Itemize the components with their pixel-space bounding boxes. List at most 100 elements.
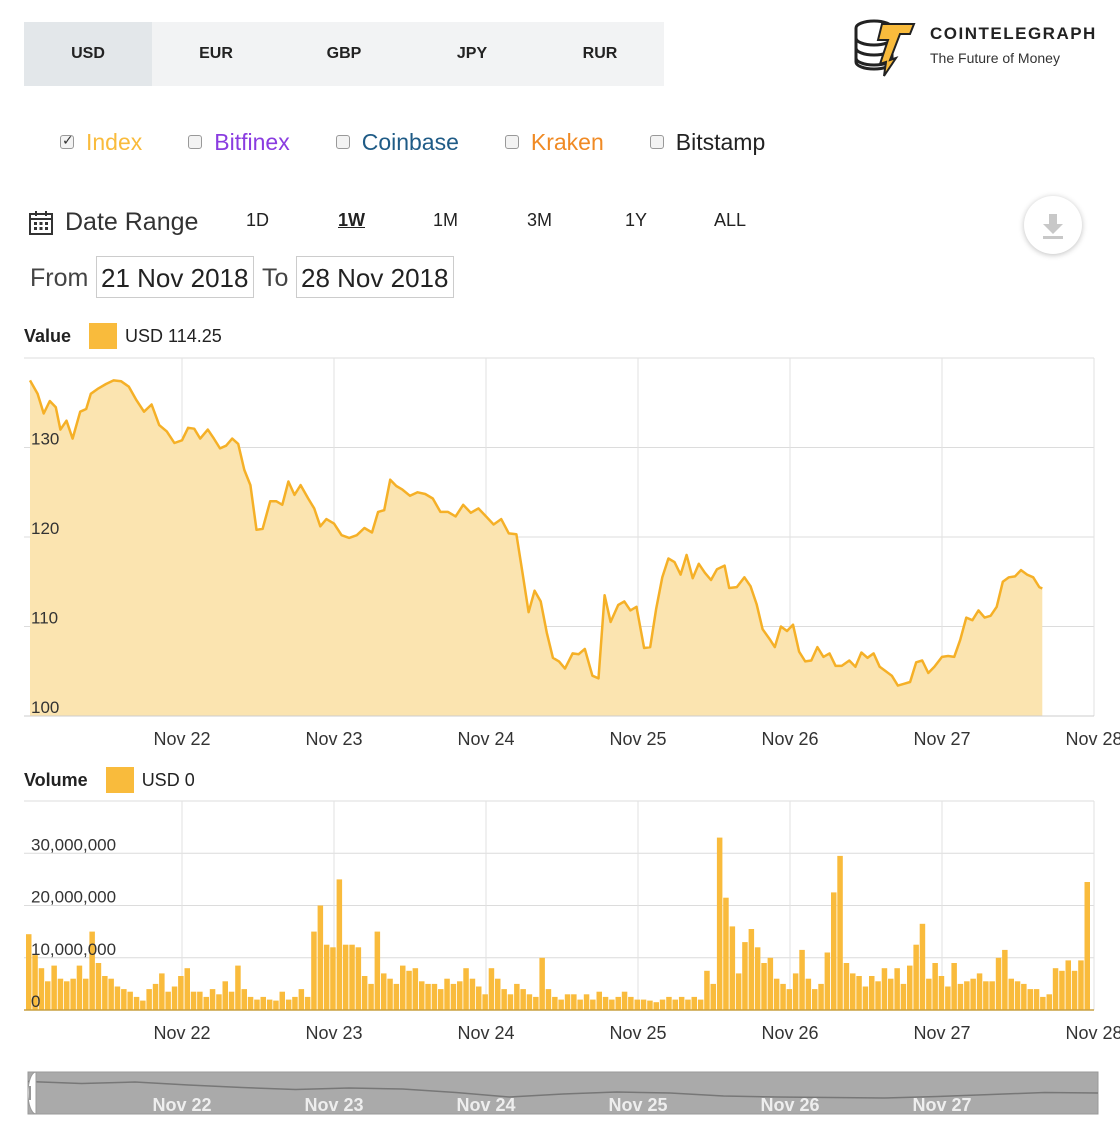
volume-bar bbox=[1052, 968, 1059, 1010]
checkbox-kraken[interactable]: Kraken bbox=[504, 128, 604, 156]
x-tick-label: Nov 22 bbox=[153, 1023, 210, 1043]
volume-bar bbox=[374, 931, 381, 1010]
value-legend: Value USD 114.25 bbox=[24, 323, 222, 349]
checkbox-kraken-label: Kraken bbox=[530, 128, 604, 155]
download-icon bbox=[1043, 214, 1063, 239]
volume-bar bbox=[552, 996, 558, 1010]
volume-bar bbox=[1071, 970, 1078, 1010]
x-tick-label: Nov 25 bbox=[609, 729, 666, 749]
checkbox-kraken-box[interactable] bbox=[504, 135, 519, 149]
volume-bar bbox=[501, 989, 507, 1010]
range-1w-button[interactable]: 1W bbox=[338, 210, 365, 230]
volume-legend-title: Volume bbox=[24, 769, 88, 790]
volume-bar bbox=[38, 968, 45, 1010]
checkbox-bitfinex[interactable]: Bitfinex bbox=[188, 128, 290, 156]
volume-bar bbox=[444, 978, 450, 1010]
checkbox-coinbase-box[interactable] bbox=[335, 135, 350, 149]
calendar-icon bbox=[29, 211, 53, 235]
volume-bar bbox=[165, 991, 171, 1010]
volume-bar bbox=[209, 989, 216, 1010]
volume-bar bbox=[361, 976, 368, 1010]
volume-bar bbox=[45, 981, 51, 1010]
volume-bar bbox=[913, 944, 919, 1010]
volume-chart[interactable]: Nov 22 Nov 23 Nov 24 Nov 25 Nov 26 Nov 27 Nov … bbox=[0, 795, 1120, 1043]
volume-bar bbox=[672, 999, 678, 1010]
brand-tagline: The Future of Money bbox=[930, 50, 1060, 66]
checkbox-index[interactable]: ✓ Index bbox=[60, 129, 142, 156]
x-tick-label: Nov 28 bbox=[1065, 1023, 1120, 1043]
volume-bar bbox=[393, 983, 400, 1010]
volume-bar bbox=[463, 968, 469, 1010]
range-navigator[interactable]: Nov 22 Nov 23 Nov 24 Nov 25 Nov 26 Nov 27 bbox=[0, 1068, 1120, 1128]
checkbox-bitfinex-label: Bitfinex bbox=[214, 128, 290, 155]
volume-bar bbox=[558, 999, 564, 1010]
volume-bar bbox=[95, 963, 102, 1010]
y-tick-label: 100 bbox=[31, 698, 59, 717]
navigator-left-handle[interactable] bbox=[27, 1071, 37, 1115]
download-button[interactable] bbox=[1024, 196, 1082, 254]
checkbox-index-box[interactable]: ✓ bbox=[60, 132, 74, 149]
checkbox-bitfinex-box[interactable] bbox=[188, 135, 203, 149]
volume-bar bbox=[805, 978, 812, 1010]
coin-stack-lightning-logo bbox=[854, 19, 916, 77]
volume-bar bbox=[495, 978, 501, 1010]
volume-bar bbox=[1021, 983, 1027, 1010]
currency-tabs: USD EUR GBP JPY RUR bbox=[24, 22, 664, 86]
volume-bar bbox=[628, 996, 634, 1010]
volume-bar bbox=[469, 978, 476, 1010]
volume-bar bbox=[875, 981, 881, 1010]
volume-bar bbox=[381, 973, 387, 1010]
volume-bar bbox=[526, 994, 533, 1010]
y-tick-label: 120 bbox=[31, 519, 59, 538]
volume-bar bbox=[355, 947, 362, 1010]
volume-bar bbox=[653, 1002, 659, 1010]
to-date-input[interactable]: 28 Nov 2018 bbox=[296, 256, 454, 298]
range-1d-button[interactable]: 1D bbox=[246, 210, 270, 230]
range-1y-button[interactable]: 1Y bbox=[625, 210, 648, 230]
x-tick-label: Nov 27 bbox=[913, 1023, 970, 1043]
volume-bar bbox=[57, 978, 64, 1010]
volume-bar bbox=[850, 973, 856, 1010]
value-chart[interactable]: Nov 22 Nov 23 Nov 24 Nov 25 Nov 26 Nov 27 Nov … bbox=[0, 350, 1120, 749]
volume-bar bbox=[387, 978, 393, 1010]
checkbox-coinbase-label: Coinbase bbox=[361, 128, 459, 155]
volume-bar bbox=[152, 983, 159, 1010]
tab-gbp[interactable]: GBP bbox=[326, 45, 362, 62]
volume-bar bbox=[748, 929, 755, 1010]
volume-bar bbox=[89, 931, 95, 1010]
brand-logo[interactable]: COINTELEGRAPH The Future of Money bbox=[852, 18, 1102, 80]
volume-bar bbox=[596, 991, 602, 1010]
checkbox-bitstamp[interactable]: Bitstamp bbox=[649, 129, 765, 156]
volume-bar bbox=[292, 996, 298, 1010]
date-range-label: Date Range bbox=[65, 208, 199, 236]
volume-bar bbox=[190, 991, 197, 1010]
volume-bar bbox=[121, 989, 127, 1010]
volume-bar bbox=[254, 999, 260, 1010]
checkbox-coinbase[interactable]: Coinbase bbox=[335, 128, 459, 156]
brand-name: COINTELEGRAPH bbox=[930, 24, 1097, 43]
volume-bar bbox=[780, 983, 786, 1010]
value-area bbox=[30, 380, 1043, 716]
volume-bar bbox=[729, 926, 736, 1010]
tab-usd[interactable]: USD bbox=[24, 22, 152, 86]
volume-bar bbox=[907, 965, 913, 1010]
volume-bar bbox=[311, 931, 317, 1010]
range-all-button[interactable]: ALL bbox=[714, 210, 747, 230]
volume-bar bbox=[951, 963, 957, 1010]
volume-bar bbox=[831, 892, 837, 1010]
volume-bar bbox=[285, 999, 292, 1010]
navigator-tick-label: Nov 27 bbox=[912, 1095, 971, 1115]
volume-bar bbox=[989, 981, 995, 1010]
volume-bar bbox=[51, 965, 57, 1010]
checkbox-bitstamp-box[interactable] bbox=[649, 135, 664, 149]
range-1m-button[interactable]: 1M bbox=[433, 210, 459, 230]
volume-legend-swatch bbox=[105, 767, 134, 793]
tab-jpy[interactable]: JPY bbox=[456, 45, 488, 62]
volume-bar bbox=[533, 996, 539, 1010]
from-date-input[interactable]: 21 Nov 2018 bbox=[96, 256, 254, 298]
range-3m-button[interactable]: 3M bbox=[527, 210, 553, 230]
tab-eur[interactable]: EUR bbox=[199, 45, 233, 62]
volume-bar bbox=[742, 942, 748, 1010]
tab-rur[interactable]: RUR bbox=[582, 45, 618, 62]
value-legend-swatch bbox=[89, 323, 118, 349]
